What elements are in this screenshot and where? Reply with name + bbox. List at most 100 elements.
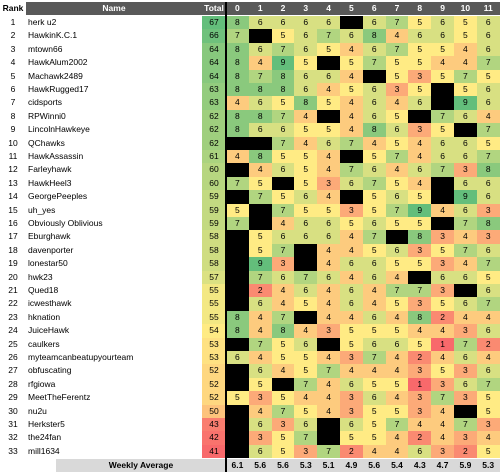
week-score: 6 [454,136,477,150]
week-score: 6 [454,109,477,124]
week-score: 4 [362,136,386,150]
total-cell: 59 [202,190,226,204]
week-score [226,284,249,298]
week-score [226,190,249,204]
week-score: 8 [408,230,432,244]
week-score: 4 [385,96,409,110]
week-score: 6 [408,29,432,43]
total-cell: 60 [202,176,226,191]
week-score: 7 [385,16,409,30]
week-score: 7 [271,243,295,258]
total-cell: 63 [202,96,226,110]
week-score: 7 [248,69,272,83]
player-name: Obviously Oblivious [28,218,103,228]
week-score [226,163,249,177]
week-score: 5 [408,337,432,351]
total-cell: 64 [202,69,226,83]
week-score: 4 [271,297,295,311]
week-score: 3 [408,297,432,311]
week-score: 6 [248,123,272,137]
week-score: 6 [317,270,340,284]
week-score: 6 [454,150,477,164]
week-score: 3 [454,391,477,405]
week-score: 6 [294,418,318,432]
week-score: 8 [226,109,249,124]
week-score: 7 [362,56,386,70]
week-score: 6 [362,257,386,271]
week-score: 8 [226,324,249,338]
rank-cell: 21 [8,285,18,295]
weekly-average-value: 4.9 [340,459,363,472]
weekly-average-value: 4.7 [431,459,454,472]
rank-cell: 33 [8,445,18,456]
player-name: Machawk2489 [28,70,83,81]
player-name: Qued18 [28,285,59,295]
rank-cell: 4 [10,57,16,68]
week-score: 7 [226,217,249,231]
week-score: 7 [476,56,500,70]
total-cell: 55 [202,297,226,311]
week-score: 2 [408,431,432,445]
week-score: 6 [454,176,477,191]
week-score: 6 [248,16,272,30]
week-score: 7 [294,377,318,392]
week-score: 6 [385,123,409,137]
week-score: 6 [294,217,318,231]
week-score [226,230,249,244]
week-score [226,297,249,311]
header-week: 1 [248,2,272,15]
week-score: 6 [248,364,272,378]
player-name: rfgiowa [28,378,56,389]
week-score: 6 [248,418,272,432]
week-score [226,418,249,432]
header-week: 8 [408,2,432,15]
week-score [226,243,249,258]
week-score: 3 [385,83,409,97]
week-score: 4 [340,364,363,378]
week-score: 3 [476,203,500,217]
week-score: 5 [340,337,363,351]
week-score: 7 [431,391,454,405]
player-name: hwk23 [28,271,53,282]
week-score: 4 [317,391,340,405]
week-score [294,310,318,325]
week-score: 8 [226,56,249,70]
weekly-average-value: 4.3 [408,459,432,472]
week-score: 6 [476,16,500,30]
week-score: 6 [454,351,477,365]
week-score: 8 [271,324,295,338]
week-score: 4 [271,364,295,378]
week-score [294,257,318,271]
week-score: 5 [340,431,363,445]
week-score: 7 [317,29,340,43]
player-name: Farleyhawk [28,164,72,175]
week-score: 5 [271,29,295,43]
week-score [226,136,249,150]
week-score: 7 [431,163,454,177]
week-score: 3 [408,69,432,83]
week-score: 8 [362,123,386,137]
week-score: 5 [271,391,295,405]
rank-cell: 13 [8,177,18,188]
week-score: 7 [454,243,477,258]
rank-cell: 32 [8,432,18,443]
week-score: 5 [317,203,340,217]
week-score: 7 [454,217,477,231]
week-score: 5 [454,16,477,30]
week-score: 1 [408,377,432,392]
header-week: 10 [454,2,477,15]
rank-cell: 14 [8,191,18,202]
week-score: 4 [385,29,409,43]
week-score: 8 [294,96,318,110]
total-cell: 54 [202,324,226,338]
rank-cell: 1 [10,17,16,27]
week-score: 4 [431,418,454,432]
week-score: 5 [408,56,432,70]
week-score: 8 [248,109,272,124]
rank-cell: 10 [8,137,18,148]
week-score: 9 [271,56,295,70]
total-cell: 59 [202,217,226,231]
week-score: 6 [340,176,363,191]
week-score: 6 [226,351,249,365]
week-score: 6 [431,16,454,30]
